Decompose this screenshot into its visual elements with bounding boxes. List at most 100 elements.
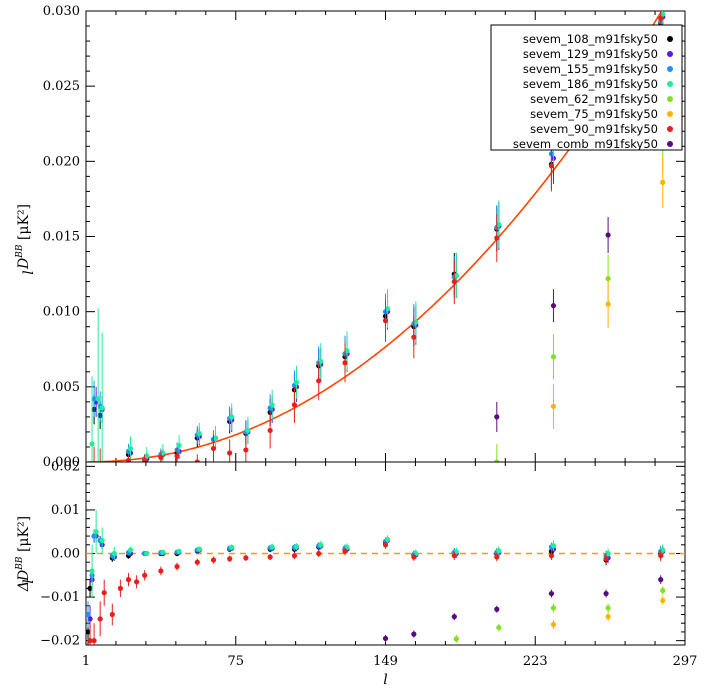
data-point <box>111 550 117 557</box>
bottom-y-axis-label: ΔDBB [μK²] <box>15 516 32 592</box>
data-point <box>176 548 182 554</box>
data-point <box>127 547 134 553</box>
data-point <box>660 179 666 185</box>
legend-marker <box>667 36 673 42</box>
data-point <box>133 579 140 585</box>
data-point <box>291 553 298 559</box>
data-point <box>210 445 217 452</box>
data-point <box>196 430 202 437</box>
data-point <box>95 396 101 402</box>
legend-label: sevem_129_m91fsky50 <box>523 47 658 61</box>
data-point <box>227 556 233 562</box>
data-point <box>109 611 115 618</box>
data-point <box>605 232 611 238</box>
top-y-axis-label: DBB [μK²] <box>15 204 32 270</box>
data-point <box>158 454 164 461</box>
data-point <box>605 275 611 282</box>
data-point <box>160 450 166 456</box>
legend-marker <box>667 96 673 102</box>
bottom-series-sevem_129 <box>87 529 666 632</box>
data-point <box>605 614 611 620</box>
top-series-sevem_62 <box>494 120 666 462</box>
data-point <box>660 597 666 604</box>
bottom-y-tick-label: 0.00 <box>51 547 80 562</box>
legend: sevem_108_m91fsky50sevem_129_m91fsky50se… <box>490 24 683 151</box>
data-point <box>229 544 235 551</box>
data-point <box>496 221 502 228</box>
x-tick-label: 149 <box>373 654 398 669</box>
data-point <box>660 587 666 594</box>
data-point <box>382 318 389 324</box>
data-point <box>86 629 91 635</box>
top-y-tick-label: 0.010 <box>43 305 80 320</box>
data-point <box>229 414 235 420</box>
data-point <box>603 556 609 562</box>
data-point <box>210 557 217 563</box>
legend-marker <box>667 126 673 132</box>
legend-marker <box>667 81 673 87</box>
data-point <box>243 555 249 561</box>
data-point <box>384 536 391 543</box>
legend-label: sevem_comb_m91fsky50 <box>513 137 658 151</box>
bottom-y-axis-label-subscript: l <box>21 579 37 583</box>
data-point <box>174 453 180 459</box>
data-point <box>453 272 459 279</box>
data-point <box>227 450 233 456</box>
data-point <box>142 457 148 462</box>
data-point <box>91 533 97 539</box>
legend-label: sevem_75_m91fsky50 <box>530 107 658 121</box>
bottom-series-sevem_186 <box>89 509 666 598</box>
x-axis-label: l <box>383 672 387 688</box>
data-point <box>384 306 391 312</box>
data-point <box>86 611 91 618</box>
data-point <box>89 441 95 447</box>
legend-marker <box>667 51 673 57</box>
top-y-tick-label: 0.030 <box>43 4 80 19</box>
data-point <box>550 403 557 409</box>
data-point <box>91 396 97 402</box>
data-point <box>382 635 389 642</box>
data-point <box>87 585 93 591</box>
data-point <box>267 554 273 560</box>
data-point <box>550 543 557 549</box>
data-point <box>660 547 666 553</box>
legend-label: sevem_108_m91fsky50 <box>523 32 658 46</box>
data-point <box>293 379 300 385</box>
data-point <box>117 585 124 591</box>
legend-label: sevem_186_m91fsky50 <box>523 77 658 91</box>
data-point <box>269 544 275 550</box>
data-point <box>174 563 180 570</box>
data-point <box>125 577 132 583</box>
data-point <box>87 638 93 644</box>
top-panel: 0.000 0.005 0.010 0.015 0.020 0.025 0.030 DBB [… <box>15 4 686 470</box>
data-point <box>658 553 664 559</box>
bottom-data <box>86 509 685 645</box>
top-y-tick-label: 0.000 <box>43 455 80 470</box>
data-point <box>245 427 251 434</box>
data-point <box>494 414 500 420</box>
data-point <box>494 235 500 241</box>
data-point <box>142 572 148 578</box>
data-point <box>496 548 502 554</box>
bottom-series-sevem_90 <box>87 540 664 645</box>
bottom-series-sevem_62 <box>453 586 666 643</box>
data-point <box>342 360 348 366</box>
data-point <box>291 402 298 408</box>
data-point <box>87 616 93 622</box>
bottom-series-sevem_108 <box>86 529 664 645</box>
bottom-y-tick-label: −0.02 <box>40 634 80 649</box>
data-point <box>127 445 134 452</box>
data-point <box>99 405 105 411</box>
data-point <box>144 550 150 557</box>
top-series-sevem_75 <box>550 156 666 429</box>
data-point <box>411 554 417 560</box>
data-point <box>269 402 275 408</box>
data-point <box>496 624 502 631</box>
data-point <box>550 354 557 360</box>
data-point <box>494 554 500 560</box>
data-point <box>160 549 166 555</box>
top-y-tick-label: 0.025 <box>43 79 80 94</box>
data-point <box>316 378 322 384</box>
legend-marker <box>667 111 673 117</box>
